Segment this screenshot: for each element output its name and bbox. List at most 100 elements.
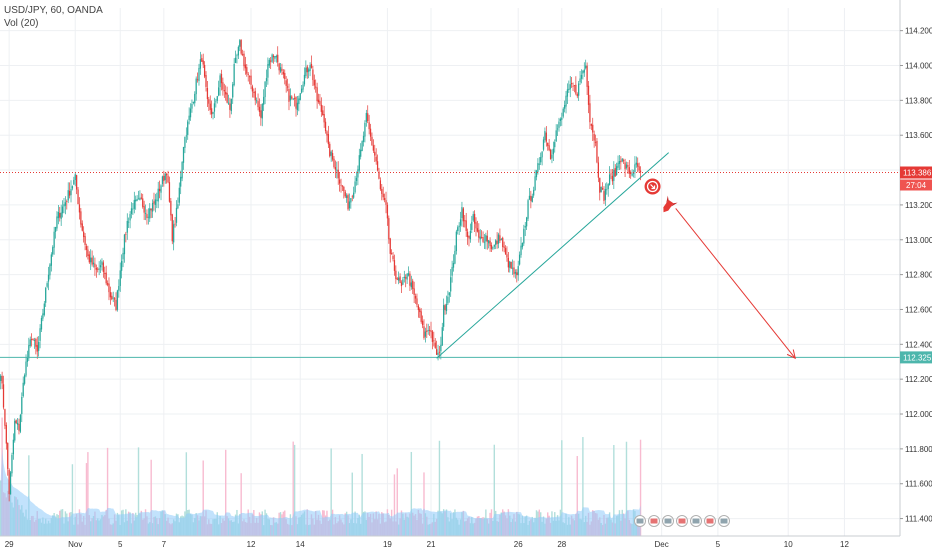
- candle: [91, 250, 93, 267]
- candle: [144, 204, 147, 221]
- candle: [336, 161, 338, 179]
- price-axis[interactable]: 114.200114.000113.800113.600113.400113.2…: [899, 0, 932, 550]
- volume-bar: [85, 463, 88, 536]
- events-flag-5[interactable]: [690, 515, 702, 527]
- candle: [70, 180, 72, 203]
- candle: [265, 69, 268, 87]
- candle: [261, 103, 263, 127]
- candle: [8, 468, 10, 502]
- candle: [264, 81, 266, 105]
- candle: [558, 117, 560, 132]
- candle: [192, 101, 194, 105]
- candle: [225, 85, 227, 101]
- candle: [490, 242, 493, 252]
- candle: [374, 144, 376, 162]
- candle: [60, 204, 62, 226]
- y-tick-label: 112.800: [905, 271, 932, 280]
- sell-signal-icon[interactable]: [644, 178, 661, 195]
- volume-bar: [28, 455, 30, 536]
- candle: [486, 230, 488, 250]
- candle: [59, 206, 61, 222]
- candle: [542, 136, 545, 152]
- support-price-label: 112.325: [903, 353, 932, 362]
- events-flag-1[interactable]: [634, 515, 646, 527]
- candle: [594, 134, 597, 147]
- candle: [243, 50, 245, 71]
- time-axis[interactable]: 29 Nov 5 7 12 14 19 21 26 28 Dec 5 10 12: [0, 535, 932, 550]
- x-tick-label: 14: [296, 540, 305, 549]
- volume-bar: [576, 456, 578, 536]
- candle: [423, 319, 425, 340]
- candle: [416, 293, 418, 308]
- candle: [9, 470, 12, 495]
- candle: [39, 324, 41, 349]
- candle: [317, 93, 320, 104]
- candle: [541, 151, 543, 166]
- candle: [434, 338, 436, 349]
- candle: [424, 327, 427, 343]
- candle: [613, 161, 615, 190]
- candle: [33, 337, 36, 349]
- candle: [599, 177, 601, 201]
- candle: [316, 82, 318, 109]
- candle: [113, 296, 116, 307]
- x-tick-label: 10: [784, 540, 793, 549]
- candle: [630, 170, 632, 179]
- candle: [168, 176, 171, 203]
- candle: [272, 54, 275, 64]
- candle: [457, 225, 459, 235]
- rocket-down-icon[interactable]: [659, 195, 678, 216]
- events-flag-4[interactable]: [676, 515, 688, 527]
- candle: [267, 57, 269, 85]
- candle: [49, 263, 51, 280]
- candle: [150, 208, 152, 219]
- candle: [63, 198, 65, 214]
- candle: [125, 231, 127, 243]
- y-tick-label: 111.400: [905, 515, 932, 524]
- candle: [292, 97, 294, 101]
- candle: [475, 217, 477, 237]
- candle: [286, 78, 289, 92]
- candle: [347, 193, 349, 211]
- ascending-trendline[interactable]: [436, 152, 670, 359]
- candle: [105, 265, 107, 286]
- volume-bar: [625, 441, 628, 536]
- candle: [440, 336, 442, 360]
- candle: [285, 76, 287, 93]
- candle: [580, 69, 583, 84]
- candle: [517, 260, 519, 281]
- projection-arrow[interactable]: [675, 208, 796, 360]
- candle: [413, 281, 415, 304]
- candle: [56, 211, 58, 231]
- candle: [518, 251, 521, 266]
- candle: [544, 127, 546, 143]
- candle: [312, 65, 314, 86]
- y-tick-label: 111.800: [905, 445, 932, 454]
- events-flag-7[interactable]: [718, 515, 730, 527]
- events-flag-3[interactable]: [662, 515, 674, 527]
- candle: [458, 222, 460, 236]
- candle: [227, 94, 230, 105]
- candle: [16, 417, 19, 430]
- events-flag-2[interactable]: [648, 515, 660, 527]
- candle: [635, 156, 637, 168]
- candle: [153, 192, 155, 211]
- y-tick-label: 114.000: [905, 62, 932, 71]
- candle: [631, 169, 633, 177]
- candle: [189, 103, 192, 121]
- candle: [137, 190, 140, 200]
- candle: [426, 323, 428, 339]
- candle: [188, 107, 190, 125]
- candle: [526, 216, 528, 230]
- candle: [278, 62, 280, 75]
- candle: [340, 178, 342, 193]
- candle: [579, 70, 581, 85]
- candle: [195, 76, 197, 101]
- candle: [331, 149, 334, 162]
- candle: [601, 182, 604, 191]
- candle: [181, 161, 183, 182]
- candle: [78, 197, 81, 220]
- candle: [146, 209, 148, 225]
- events-flag-6[interactable]: [704, 515, 716, 527]
